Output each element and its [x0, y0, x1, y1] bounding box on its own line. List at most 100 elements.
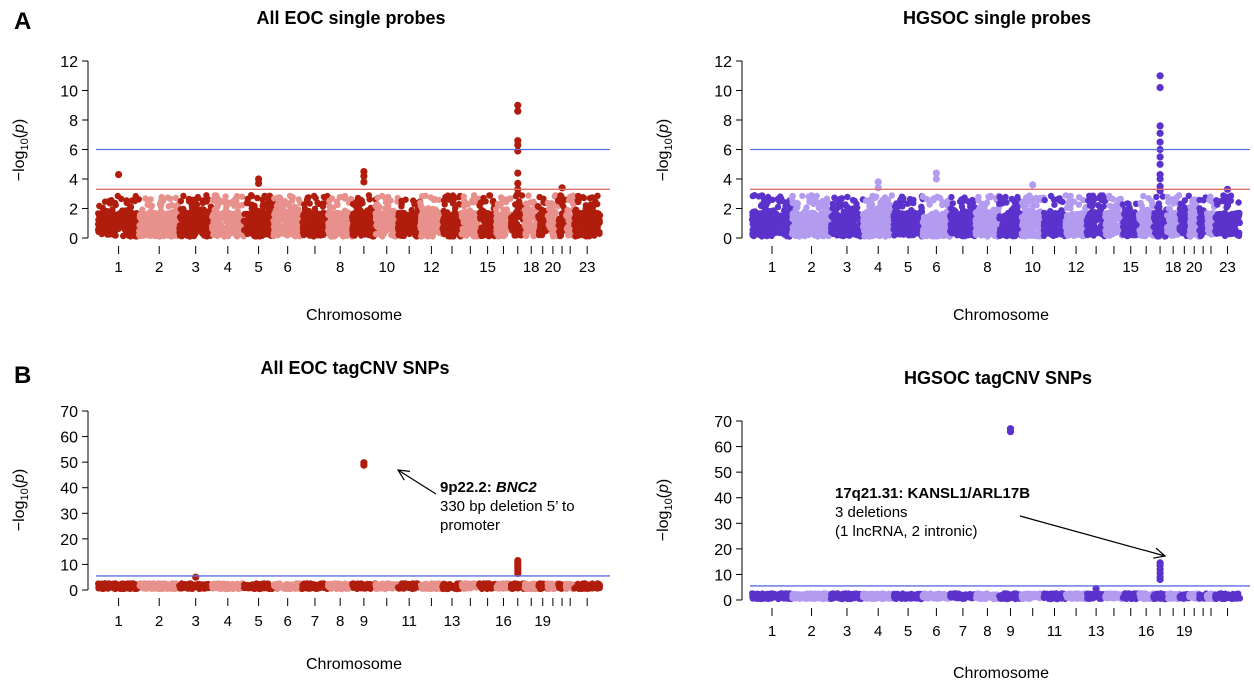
- data-point: [1051, 201, 1058, 208]
- data-point: [1026, 192, 1033, 199]
- panel-label-b: B: [14, 362, 32, 389]
- data-point: [372, 230, 380, 238]
- data-point: [833, 205, 840, 212]
- data-point: [1005, 223, 1012, 230]
- data-point: [280, 206, 287, 214]
- data-point: [148, 202, 156, 209]
- y-tick-label: 8: [69, 113, 78, 130]
- data-point: [872, 211, 879, 218]
- data-point: [790, 210, 797, 218]
- data-point: [194, 193, 202, 201]
- data-point: [231, 215, 238, 222]
- y-tick-label: 12: [60, 54, 78, 71]
- data-point: [365, 192, 373, 199]
- data-point: [1054, 210, 1062, 217]
- data-point: [178, 233, 185, 240]
- data-point: [157, 202, 164, 210]
- data-point: [996, 200, 1003, 207]
- peak-point: [115, 171, 123, 179]
- data-point: [987, 192, 994, 200]
- data-point: [259, 196, 266, 203]
- data-point: [996, 232, 1004, 239]
- data-point: [497, 194, 505, 201]
- data-point: [762, 212, 769, 219]
- data-point: [1113, 215, 1120, 222]
- data-point: [109, 206, 116, 213]
- data-point: [844, 193, 851, 201]
- data-point: [260, 201, 267, 209]
- data-point: [876, 217, 883, 224]
- data-point: [799, 192, 806, 200]
- data-point: [523, 213, 530, 221]
- data-point: [947, 221, 954, 228]
- data-point: [197, 208, 204, 215]
- data-point: [449, 212, 456, 219]
- data-point: [574, 197, 581, 204]
- data-point: [126, 210, 133, 217]
- data-point: [788, 195, 796, 203]
- data-point: [1075, 201, 1083, 208]
- data-point: [282, 227, 290, 234]
- data-point: [1076, 230, 1083, 237]
- data-point: [349, 200, 357, 208]
- x-tick-label: 5: [254, 259, 262, 276]
- data-point: [938, 217, 945, 224]
- data-point: [981, 212, 988, 219]
- data-point: [910, 199, 917, 207]
- data-point: [893, 223, 901, 230]
- data-point: [359, 210, 366, 217]
- data-point: [492, 206, 500, 213]
- data-point: [574, 217, 582, 224]
- data-point: [376, 211, 384, 218]
- data-point: [248, 201, 255, 208]
- data-point: [871, 194, 878, 202]
- data-point: [1056, 227, 1063, 234]
- data-point: [327, 216, 335, 223]
- data-point: [582, 224, 590, 231]
- data-point: [769, 217, 777, 225]
- data-point: [798, 221, 805, 228]
- data-point: [236, 202, 243, 209]
- data-point: [422, 192, 429, 199]
- data-point: [333, 198, 340, 205]
- data-point: [939, 199, 946, 206]
- data-point: [384, 193, 392, 201]
- data-point: [805, 231, 812, 238]
- data-point: [481, 229, 488, 237]
- data-point: [996, 193, 1003, 201]
- data-point: [513, 232, 520, 239]
- data-point: [1012, 209, 1019, 217]
- data-point: [180, 207, 187, 214]
- data-point: [125, 226, 132, 234]
- data-point: [486, 192, 493, 199]
- data-point: [961, 232, 969, 240]
- data-point: [141, 215, 148, 222]
- data-point: [396, 212, 403, 219]
- data-point: [536, 230, 544, 237]
- data-point: [925, 224, 932, 231]
- data-point: [482, 210, 489, 217]
- data-point: [177, 197, 185, 205]
- data-point: [99, 209, 106, 216]
- data-point: [875, 223, 882, 230]
- data-point: [862, 197, 870, 204]
- x-tick-label: 4: [224, 259, 232, 276]
- data-point: [1086, 219, 1093, 227]
- data-point: [192, 213, 200, 221]
- data-point: [565, 232, 572, 239]
- data-point: [419, 204, 426, 212]
- data-point: [281, 198, 288, 205]
- data-point: [972, 222, 980, 229]
- data-point: [359, 199, 366, 207]
- data-point: [1019, 232, 1026, 240]
- data-point: [233, 223, 240, 230]
- x-tick-label: 23: [579, 259, 596, 276]
- data-point: [176, 225, 184, 232]
- data-point: [131, 197, 138, 205]
- y-tick-label: 6: [69, 143, 78, 160]
- peak-point: [360, 178, 368, 186]
- data-point: [429, 215, 436, 222]
- data-point: [550, 211, 557, 218]
